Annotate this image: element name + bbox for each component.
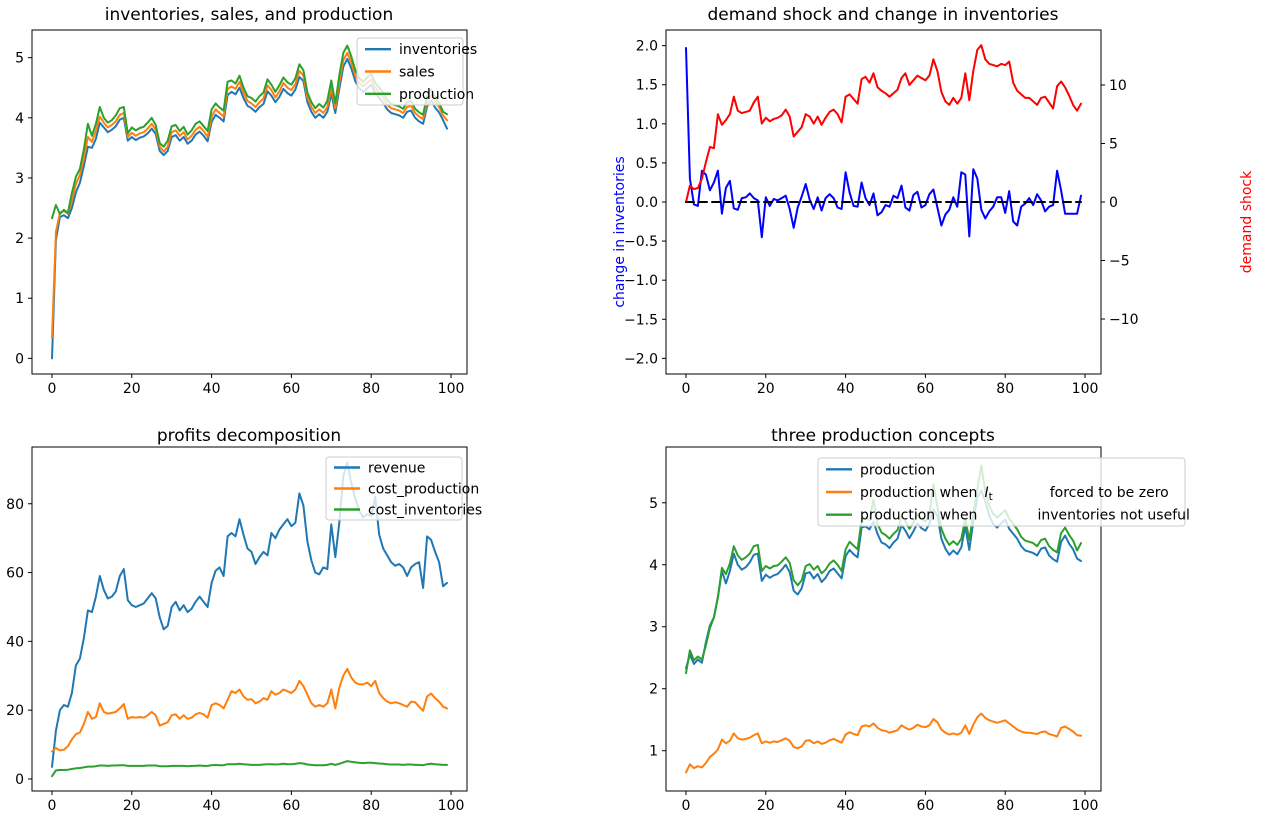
y-tick-label: 4: [649, 558, 658, 574]
subplot-1: 0 20 40 60 80 100−2.0−1.5−1.0−0.50.00.51.01.5…: [624, 29, 1139, 397]
x-tick-label: 60: [282, 381, 300, 397]
series-line-cost_production: [51, 667, 448, 753]
legend-label: production: [399, 87, 474, 103]
y-tick-label: 4: [15, 111, 24, 127]
axes-frame: [665, 446, 1102, 792]
y-tick-label: 40: [6, 634, 24, 650]
y2-tick-label: 10: [1109, 78, 1127, 94]
series-line-change-in-inventories: [685, 47, 1082, 239]
subplot-2: 0 20 40 60 80 100 0 20 40 60 80 revenue cost_product…: [6, 446, 482, 814]
y2-tick-label: −10: [1109, 312, 1139, 328]
chart-title-profits-decomposition: profits decomposition: [156, 426, 342, 446]
legend-box: [356, 37, 464, 106]
y2-tick-label: 0: [1109, 195, 1118, 211]
y-tick-label: 80: [6, 497, 24, 513]
legend-label: sales: [399, 65, 435, 81]
y-tick-label: 1.0: [636, 117, 658, 133]
series-line-production-when-I_t-forced-to-be-zero: [685, 712, 1082, 774]
axes-frame: [31, 29, 468, 375]
legend: inventories sales production: [356, 37, 477, 106]
axes-frame: [665, 29, 1102, 375]
y-tick-label: 1: [649, 744, 658, 760]
series-line-production-when-inventories-not-useful: [685, 464, 1082, 675]
y-tick-label: 3: [649, 620, 658, 636]
y-tick-label: 0: [15, 772, 24, 788]
y-tick-label: −1.5: [624, 312, 658, 328]
x-tick-label: 20: [123, 381, 141, 397]
legend-label: cost_production: [368, 482, 479, 498]
x-tick-label: 20: [757, 798, 775, 814]
x-tick-label: 0: [47, 798, 56, 814]
x-tick-label: 20: [123, 798, 141, 814]
legend-label: inventories: [399, 42, 477, 58]
y-tick-label: 0.0: [636, 195, 658, 211]
x-tick-label: 80: [362, 381, 380, 397]
y-tick-label: 2.0: [636, 39, 658, 55]
y-tick-label: 20: [6, 703, 24, 719]
y-tick-label: 1.5: [636, 78, 658, 94]
x-tick-label: 80: [362, 798, 380, 814]
x-tick-label: 60: [282, 798, 300, 814]
legend-label: cost_inventories: [368, 503, 482, 519]
x-tick-label: 20: [757, 381, 775, 397]
series-line-cost_inventories: [51, 760, 448, 778]
legend: production production when It forced to be …: [817, 457, 1190, 527]
legend-box: [325, 456, 463, 521]
legend-box: [817, 457, 1186, 527]
chart-title-demand-shock: demand shock and change in inventories: [707, 5, 1059, 25]
x-tick-label: 40: [203, 798, 221, 814]
x-tick-label: 40: [837, 381, 855, 397]
subplot-0: 0 20 40 60 80 100 0 1 2 3 4 5 inventories sales produc…: [15, 29, 477, 397]
y-tick-label: −0.5: [624, 234, 658, 250]
x-tick-label: 80: [996, 381, 1014, 397]
y-tick-label: 1: [15, 291, 24, 307]
legend: revenue cost_production cost_inventories: [325, 456, 482, 521]
x-tick-label: 60: [916, 798, 934, 814]
subplot-3: 0 20 40 60 80 100 1 2 3 4 5 production production wh…: [649, 446, 1190, 814]
y-tick-label: 2: [15, 231, 24, 247]
x-tick-label: 0: [47, 381, 56, 397]
series-line-production: [685, 489, 1082, 670]
x-tick-label: 100: [438, 798, 465, 814]
x-tick-label: 40: [837, 798, 855, 814]
x-tick-label: 100: [438, 381, 465, 397]
legend-label: production when It forced to be zero: [860, 485, 1169, 503]
y-tick-label: 0.5: [636, 156, 658, 172]
y-tick-label: 60: [6, 566, 24, 582]
y2-tick-label: 5: [1109, 136, 1118, 152]
x-tick-label: 100: [1072, 381, 1099, 397]
series-line-demand-shock: [685, 44, 1082, 203]
legend-label: revenue: [368, 461, 425, 477]
y-tick-label: 2: [649, 682, 658, 698]
x-tick-label: 0: [681, 798, 690, 814]
legend-label: production when inventories not useful: [860, 508, 1190, 524]
y-axis-label-change-in-inventories: change in inventories: [612, 156, 628, 308]
series-line-revenue: [51, 461, 448, 768]
y-tick-label: 3: [15, 171, 24, 187]
y-tick-label: −2.0: [624, 351, 658, 367]
y2-tick-label: −5: [1109, 254, 1130, 270]
x-tick-label: 80: [996, 798, 1014, 814]
x-tick-label: 60: [916, 381, 934, 397]
chart-title-three-production-concepts: three production concepts: [771, 426, 995, 446]
x-tick-label: 0: [681, 381, 690, 397]
y-axis-label-demand-shock: demand shock: [1239, 170, 1255, 274]
y-tick-label: −1.0: [624, 273, 658, 289]
y-tick-label: 5: [649, 496, 658, 512]
x-tick-label: 100: [1072, 798, 1099, 814]
x-tick-label: 40: [203, 381, 221, 397]
axes-frame: [31, 446, 468, 792]
chart-title-inventories-sales-production: inventories, sales, and production: [104, 5, 394, 25]
y-tick-label: 5: [15, 51, 24, 67]
legend-label: production: [860, 462, 935, 478]
y-tick-label: 0: [15, 351, 24, 367]
